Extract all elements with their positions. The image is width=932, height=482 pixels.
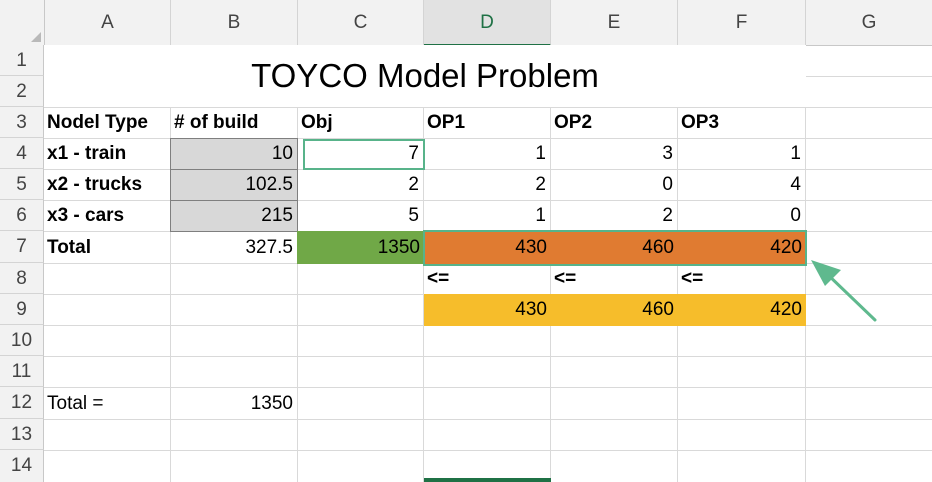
cell-f4[interactable]: 1 bbox=[790, 143, 801, 164]
cell-d7[interactable]: 430 bbox=[424, 231, 551, 264]
cell-d8[interactable]: <= bbox=[427, 268, 450, 289]
row-header-8[interactable]: 8 bbox=[0, 263, 44, 294]
cell-b12[interactable]: 1350 bbox=[250, 392, 293, 414]
row-header-10[interactable]: 10 bbox=[0, 325, 44, 356]
cell-c6[interactable]: 5 bbox=[408, 205, 419, 226]
column-header-b[interactable]: B bbox=[171, 0, 298, 45]
cell-f6[interactable]: 0 bbox=[790, 205, 801, 226]
cell-c5[interactable]: 2 bbox=[408, 174, 419, 195]
row-header-11[interactable]: 11 bbox=[0, 356, 44, 387]
cell-e5[interactable]: 0 bbox=[662, 174, 673, 195]
cell-b7[interactable]: 327.5 bbox=[245, 236, 293, 258]
row-header-6[interactable]: 6 bbox=[0, 200, 44, 231]
row-header-5[interactable]: 5 bbox=[0, 169, 44, 200]
cell-a7[interactable]: Total bbox=[47, 236, 91, 258]
gridline bbox=[44, 356, 932, 357]
row-header-14[interactable]: 14 bbox=[0, 450, 44, 482]
cell-a3[interactable]: Nodel Type bbox=[47, 112, 148, 133]
cell-a4[interactable]: x1 - train bbox=[47, 143, 127, 164]
annotation-arrow-icon bbox=[811, 260, 877, 322]
cell-d6[interactable]: 1 bbox=[535, 205, 546, 226]
cell-e8[interactable]: <= bbox=[554, 268, 577, 289]
row-header-12[interactable]: 12 bbox=[0, 387, 44, 419]
row-header-2[interactable]: 2 bbox=[0, 76, 44, 107]
column-header-c[interactable]: C bbox=[298, 0, 424, 45]
cell-e4[interactable]: 3 bbox=[662, 143, 673, 164]
cell-d5[interactable]: 2 bbox=[535, 174, 546, 195]
cell-a5[interactable]: x2 - trucks bbox=[47, 174, 143, 195]
cell-c7[interactable]: 1350 bbox=[297, 231, 424, 264]
row-header-1[interactable]: 1 bbox=[0, 45, 44, 76]
cell-a6[interactable]: x3 - cars bbox=[47, 205, 125, 226]
gridline bbox=[44, 200, 932, 201]
gridline bbox=[44, 450, 932, 451]
cell-f7[interactable]: 420 bbox=[678, 231, 806, 264]
cell-e3[interactable]: OP2 bbox=[554, 112, 593, 133]
cell-d3[interactable]: OP1 bbox=[427, 112, 466, 133]
gridline bbox=[44, 387, 932, 388]
cell-f8[interactable]: <= bbox=[681, 268, 704, 289]
row-header-13[interactable]: 13 bbox=[0, 419, 44, 450]
cell-b6[interactable]: 215 bbox=[170, 200, 298, 232]
select-all-icon bbox=[31, 32, 41, 42]
cell-f5[interactable]: 4 bbox=[790, 174, 801, 195]
cell-e6[interactable]: 2 bbox=[662, 205, 673, 226]
column-header-g[interactable]: G bbox=[861, 12, 877, 33]
cell-e9[interactable]: 460 bbox=[551, 294, 678, 326]
row-header-7[interactable]: 7 bbox=[0, 231, 44, 263]
select-all-corner[interactable] bbox=[0, 0, 45, 45]
gridline bbox=[44, 107, 932, 108]
cell-b3[interactable]: # of build bbox=[174, 112, 259, 133]
row-header-9[interactable]: 9 bbox=[0, 294, 44, 325]
cell-d9[interactable]: 430 bbox=[424, 294, 551, 326]
cell-b5[interactable]: 102.5 bbox=[170, 169, 298, 201]
cell-f3[interactable]: OP3 bbox=[681, 112, 720, 133]
cell-f9[interactable]: 420 bbox=[678, 294, 806, 326]
gridline bbox=[44, 419, 932, 420]
cell-a12[interactable]: Total = bbox=[47, 392, 104, 414]
column-header-d[interactable]: D bbox=[424, 0, 551, 46]
column-header-f[interactable]: F bbox=[678, 0, 806, 45]
sheet-title[interactable]: TOYCO Model Problem bbox=[44, 45, 806, 107]
cell-d4[interactable]: 1 bbox=[535, 143, 546, 164]
cell-b4[interactable]: 10 bbox=[170, 138, 298, 170]
column-d-scroll-marker bbox=[424, 478, 551, 482]
gridline bbox=[44, 138, 932, 139]
row-header-3[interactable]: 3 bbox=[0, 107, 44, 138]
row-header-4[interactable]: 4 bbox=[0, 138, 44, 169]
cell-c3[interactable]: Obj bbox=[301, 112, 333, 133]
gridline bbox=[44, 169, 932, 170]
column-header-a[interactable]: A bbox=[45, 0, 171, 45]
cell-c4[interactable]: 7 bbox=[408, 143, 419, 164]
cell-e7[interactable]: 460 bbox=[551, 231, 678, 264]
column-header-e[interactable]: E bbox=[551, 0, 678, 45]
